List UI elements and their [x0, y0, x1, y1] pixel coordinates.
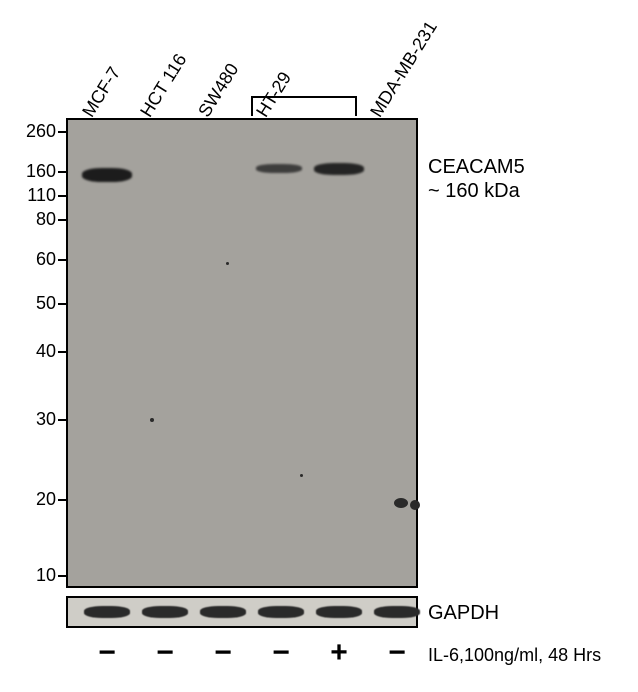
blot-artifact — [226, 262, 229, 265]
treatment-symbol: − — [266, 636, 296, 670]
blot-artifact — [150, 418, 154, 422]
target-band — [82, 168, 132, 182]
mw-tick — [58, 419, 66, 421]
blot-artifact — [300, 474, 303, 477]
mw-tick — [58, 171, 66, 173]
mw-tick — [58, 499, 66, 501]
loading-band — [142, 606, 188, 618]
target-protein-label: CEACAM5 — [428, 156, 525, 179]
mw-marker-label: 50 — [16, 293, 56, 314]
mw-tick — [58, 259, 66, 261]
loading-band — [84, 606, 130, 618]
mw-marker-label: 160 — [16, 161, 56, 182]
lane-label: MDA-MB-231 — [366, 17, 442, 121]
mw-tick — [58, 131, 66, 133]
loading-band — [258, 606, 304, 618]
treatment-symbol: + — [324, 636, 354, 670]
loading-band — [374, 606, 420, 618]
target-size-label: ~ 160 kDa — [428, 180, 520, 203]
mw-marker-label: 110 — [16, 185, 56, 206]
target-band — [314, 163, 364, 175]
treatment-symbol: − — [92, 636, 122, 670]
mw-tick — [58, 351, 66, 353]
figure-container: { "layout": { "blot_main": { "left": 66,… — [0, 0, 638, 692]
mw-tick — [58, 303, 66, 305]
blot-artifact — [410, 500, 420, 510]
mw-marker-label: 30 — [16, 409, 56, 430]
mw-tick — [58, 575, 66, 577]
mw-marker-label: 60 — [16, 249, 56, 270]
treatment-condition-label: IL-6,100ng/ml, 48 Hrs — [428, 645, 601, 666]
treatment-symbol: − — [382, 636, 412, 670]
loading-control-label: GAPDH — [428, 602, 499, 625]
mw-tick — [58, 195, 66, 197]
mw-tick — [58, 219, 66, 221]
lane-label: HCT 116 — [136, 50, 191, 121]
western-blot-main — [66, 118, 418, 588]
loading-band — [316, 606, 362, 618]
mw-marker-label: 40 — [16, 341, 56, 362]
loading-band — [200, 606, 246, 618]
mw-marker-label: 260 — [16, 121, 56, 142]
treatment-symbol: − — [208, 636, 238, 670]
target-band — [256, 164, 302, 173]
lane-label: MCF-7 — [78, 63, 125, 121]
mw-marker-label: 20 — [16, 489, 56, 510]
mw-marker-label: 10 — [16, 565, 56, 586]
mw-marker-label: 80 — [16, 209, 56, 230]
treatment-symbol: − — [150, 636, 180, 670]
lane-label: SW480 — [194, 60, 243, 121]
blot-artifact — [394, 498, 408, 508]
